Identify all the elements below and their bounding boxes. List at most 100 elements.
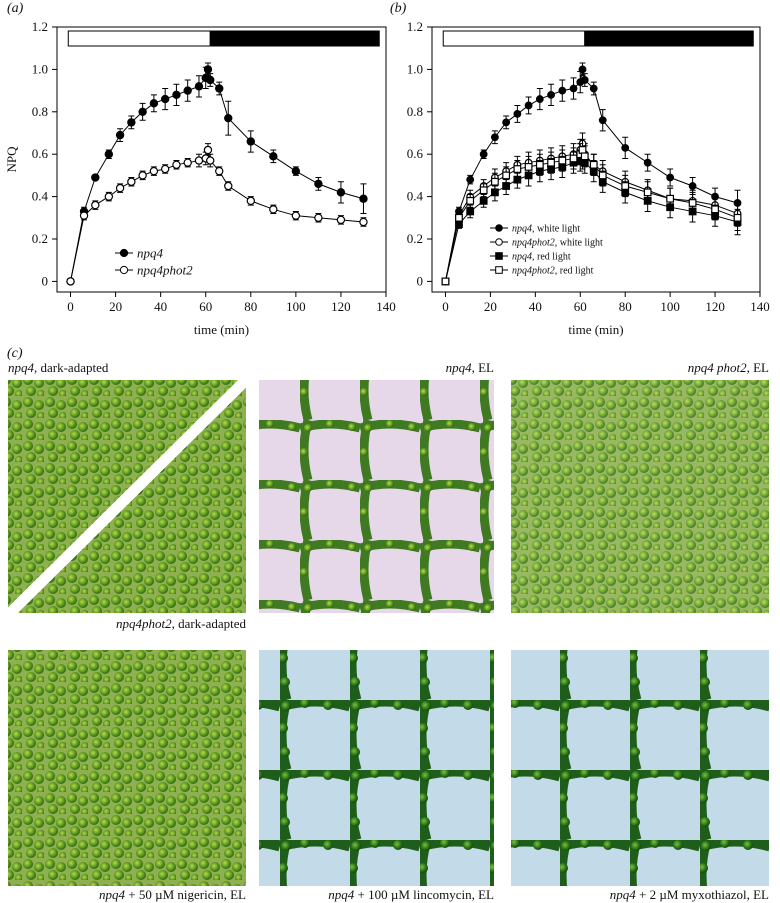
y-tick-label: 0 [42,273,49,288]
marker [455,213,463,222]
legend-marker [495,252,503,260]
y-tick-label: 0.2 [32,231,48,246]
marker [336,215,346,225]
marker [115,130,125,140]
legend-label: npq4, white light [512,224,580,235]
legend-marker [495,224,503,232]
legend-series-suffix: , white light [555,238,603,249]
marker [598,116,607,125]
marker [666,173,675,182]
marker [291,166,301,176]
marker [246,137,255,146]
marker [138,171,147,180]
legend-series-suffix: , red light [555,266,594,277]
marker [466,175,475,184]
marker [314,213,323,222]
marker [336,188,346,197]
micrograph-caption: npq4 + 100 µM lincomycin, EL [328,887,494,902]
x-tick-label: 40 [154,299,167,314]
marker [206,156,215,165]
micrograph-caption: npq4phot2, dark-adapted [116,616,246,631]
x-axis-label: time (min) [568,322,623,337]
y-tick-label: 0 [417,273,424,288]
marker [115,183,125,193]
marker [183,86,192,95]
micrograph [511,650,769,886]
panel-label: (b) [390,1,407,16]
marker [643,188,652,197]
y-tick-label: 0.2 [407,231,423,246]
caption-genotype: npq4 [99,887,126,902]
caption-condition: , dark-adapted [34,360,109,375]
marker [466,207,475,216]
marker [466,196,475,205]
x-tick-label: 20 [484,299,497,314]
marker [104,192,114,201]
marker [524,163,533,171]
marker [711,205,719,214]
micrograph-caption: npq4 + 2 µM myxothiazol, EL [610,887,769,902]
micrograph [511,380,769,613]
marker [688,182,697,190]
y-tick-label: 0.4 [32,189,49,204]
caption-condition: , EL [472,360,494,375]
caption-condition: + 100 µM lincomycin, EL [354,887,494,902]
marker [569,84,578,93]
x-axis-label: time (min) [194,322,249,337]
x-tick-label: 40 [529,299,542,314]
marker [580,152,589,161]
y-tick-label: 1.2 [32,19,48,34]
y-tick-label: 1.0 [407,61,423,76]
marker [589,84,598,93]
micrograph [259,380,494,613]
marker [172,90,181,100]
y-tick-label: 0.8 [32,104,48,119]
marker [479,150,488,159]
caption-genotype: npq4 [328,887,355,902]
marker [666,194,675,203]
caption-genotype: npq4 phot2 [688,360,747,375]
legend-label: npq4 [137,246,164,261]
caption-condition: , EL [747,360,769,375]
caption-genotype: npq4 [8,360,35,375]
marker [79,211,89,220]
marker [479,186,488,195]
marker [547,90,555,99]
y-tick-label: 1.2 [407,19,423,34]
marker [127,177,136,186]
marker [479,196,488,205]
legend-series-suffix: , white light [532,224,580,235]
marker [104,149,114,159]
caption-genotype: npq4phot2 [116,616,172,631]
marker [127,118,136,127]
caption-condition: + 50 µM nigericin, EL [125,887,246,902]
image-divider [2,374,252,621]
marker [502,171,511,180]
x-tick-label: 120 [331,299,351,314]
micrograph-caption: npq4, EL [446,360,494,375]
marker [733,213,742,222]
marker [291,211,301,220]
marker [535,95,544,103]
plot-frame [431,26,761,293]
caption-genotype: npq4 [446,360,473,375]
marker [203,145,213,155]
marker [558,156,567,165]
marker [194,82,204,91]
marker [491,177,499,186]
legend-marker [119,248,129,258]
legend-label: npq4phot2, white light [512,238,603,249]
legend-series-name: npq4phot2 [512,238,555,249]
light-period-bar [209,30,380,47]
marker [246,196,255,206]
micrograph-caption: npq4, dark-adapted [8,360,109,375]
legend-label: npq4phot2, red light [512,266,594,277]
x-tick-label: 80 [244,299,257,314]
marker [688,199,697,207]
x-tick-label: 0 [442,299,449,314]
legend-series-name: npq4phot2 [512,266,555,277]
y-axis-label: NPQ [4,146,19,173]
y-tick-label: 0.8 [407,104,423,119]
y-tick-label: 0.4 [407,189,424,204]
marker [598,171,607,180]
